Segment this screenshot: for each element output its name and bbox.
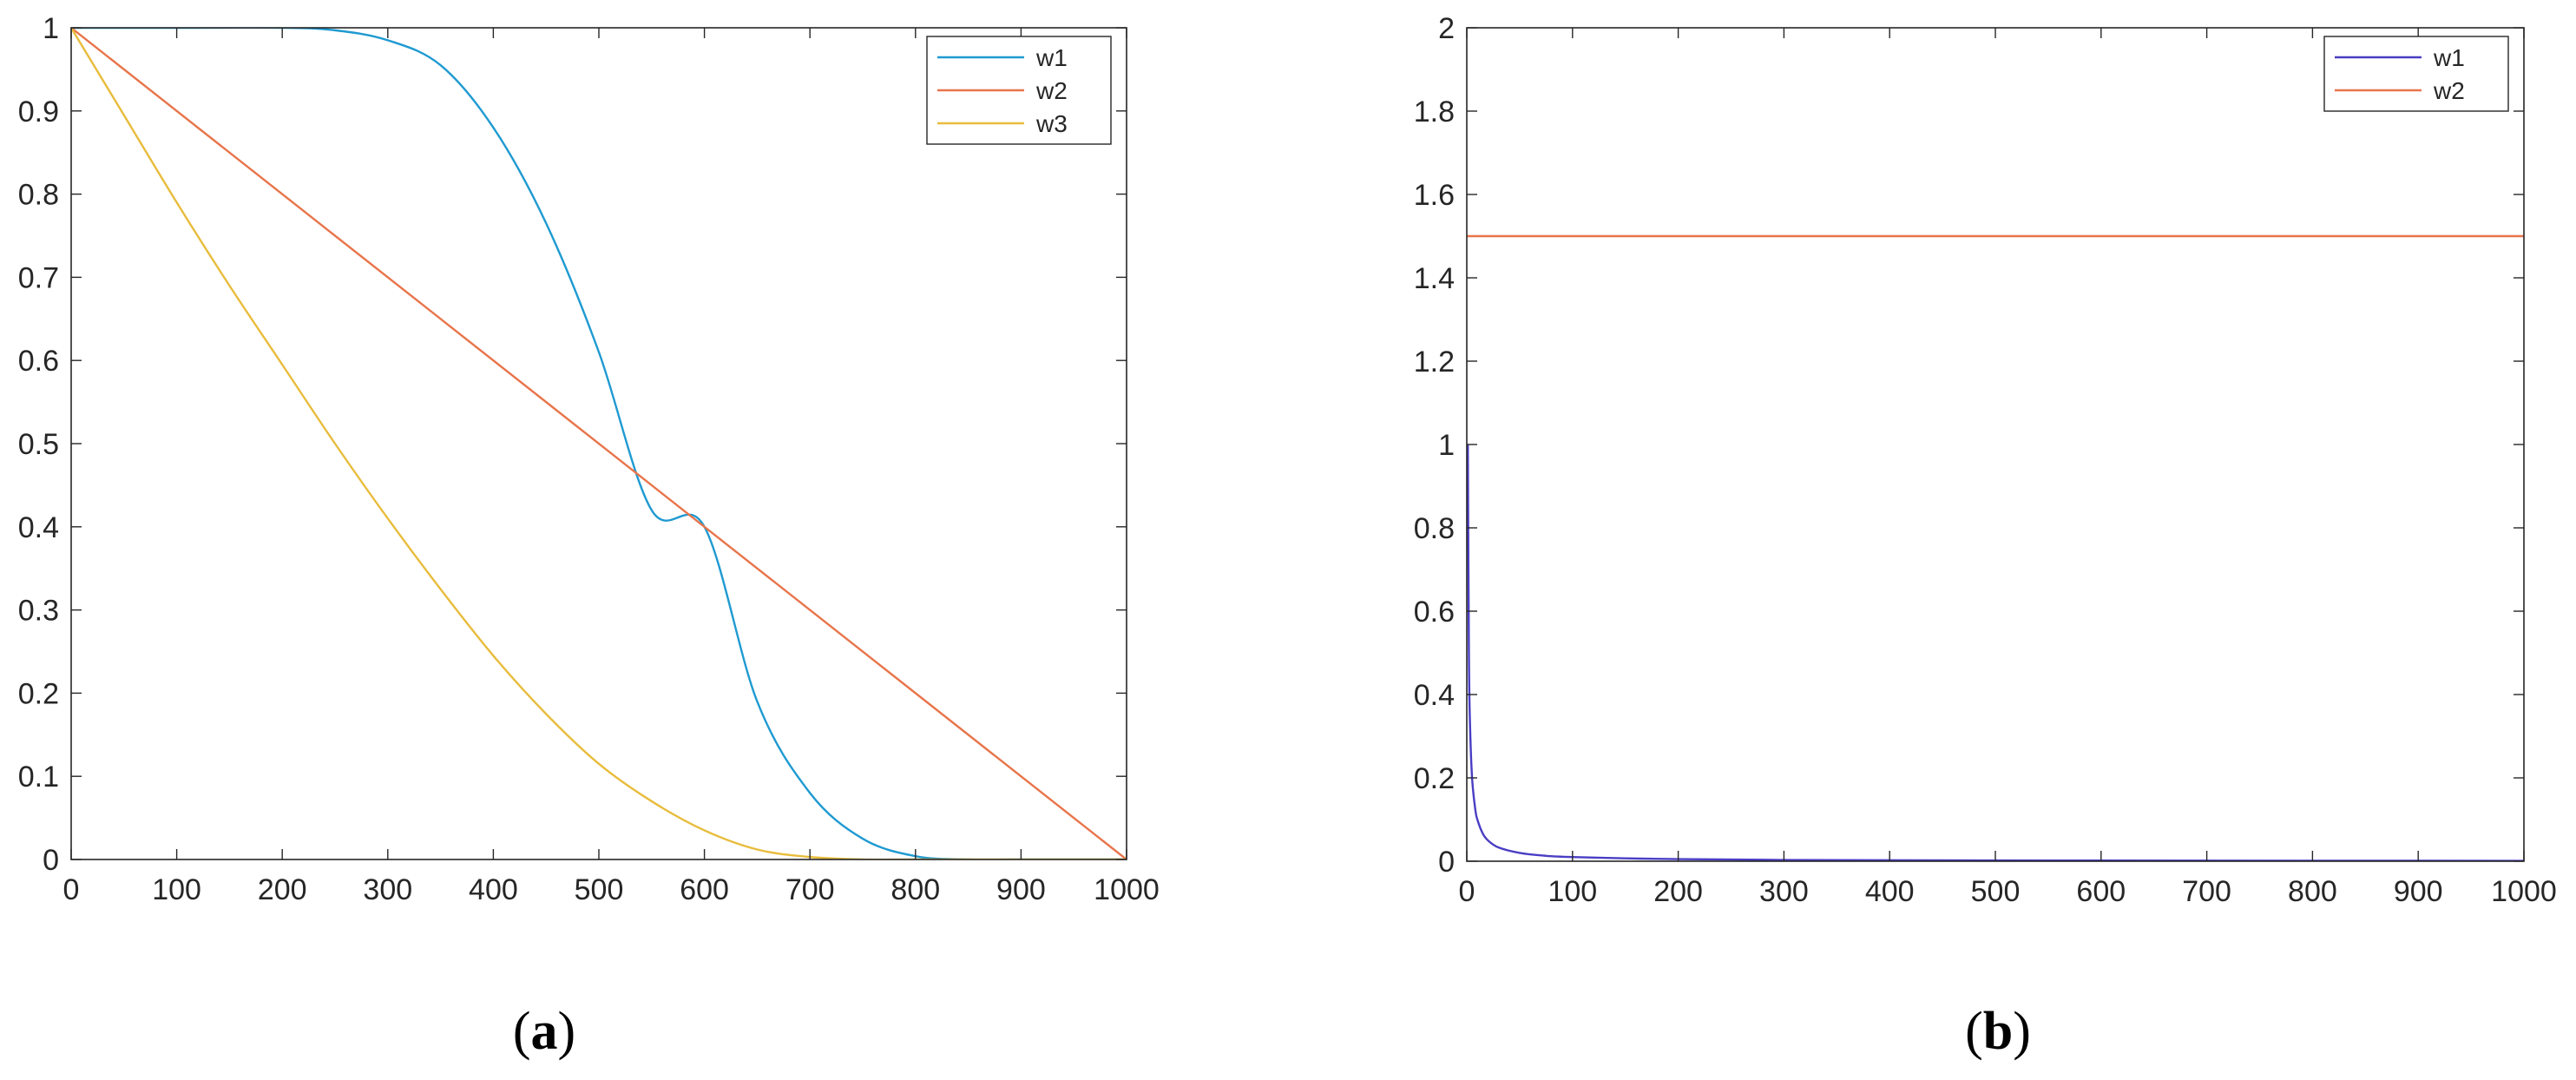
series-group	[71, 28, 1127, 859]
panel-label-open-paren: (	[513, 1002, 531, 1061]
legend-label-w2: w2	[2433, 77, 2465, 104]
chart-panel-b: 0 100 200 300 400 500 600 700 800 900 1000 0 0.2 0.4 0…	[1414, 12, 2557, 1061]
y-tick-label: 0.7	[18, 261, 59, 294]
y-tick-label: 0.6	[1414, 596, 1455, 629]
series-group	[1467, 234, 2524, 861]
y-tick-label: 0.8	[1414, 512, 1455, 545]
series-line-w1	[1467, 444, 2524, 861]
y-tick-label: 1.4	[1414, 262, 1455, 295]
x-tick-label: 500	[1971, 875, 2021, 908]
x-tick-label: 0	[1459, 875, 1475, 908]
panel-label: (b)	[1965, 1002, 2031, 1061]
panel-label-letter: a	[531, 1002, 558, 1061]
x-tick-label: 300	[363, 873, 412, 906]
y-tick-label: 0.4	[1414, 679, 1455, 712]
y-tick-label: 0.9	[18, 95, 59, 128]
series-line-w3	[71, 28, 1127, 859]
x-tick-label: 600	[2076, 875, 2126, 908]
y-tick-label: 0.6	[18, 345, 59, 378]
legend-label-w1: w1	[1035, 44, 1068, 71]
x-tick-label: 200	[258, 873, 307, 906]
y-tick-label: 1	[1438, 429, 1455, 462]
x-tick-label: 300	[1759, 875, 1809, 908]
y-tick-label: 1.8	[1414, 95, 1455, 128]
x-tick-label: 900	[996, 873, 1046, 906]
legend: w1 w2 w3	[926, 36, 1112, 145]
x-tick-label: 900	[2394, 875, 2443, 908]
x-tick-label: 100	[1548, 875, 1597, 908]
x-tick-label: 1000	[2491, 875, 2557, 908]
panel-label-close-paren: )	[2013, 1002, 2031, 1061]
x-tick-label: 0	[63, 873, 80, 906]
chart-panel-a: 0 100 200 300 400 500 600 700 800 900 1000 0 0.1 0.2 0…	[18, 12, 1160, 1061]
x-tick-label: 800	[2288, 875, 2337, 908]
y-tick-label: 1.2	[1414, 346, 1455, 379]
legend-box	[2323, 36, 2509, 112]
y-tick-label: 2	[1438, 12, 1455, 45]
x-tick-label: 200	[1653, 875, 1703, 908]
panel-label: (a)	[513, 1002, 575, 1061]
y-tick-label: 0.2	[18, 677, 59, 710]
series-line-w1	[71, 28, 1127, 859]
y-tick-label: 1.6	[1414, 179, 1455, 212]
y-tick-label: 0	[43, 844, 59, 877]
y-tick-label: 0	[1438, 846, 1455, 879]
series-line-w2	[71, 28, 1127, 859]
x-tick-label: 500	[575, 873, 624, 906]
plot-area	[1467, 28, 2524, 861]
y-tick-label: 0.4	[18, 511, 59, 544]
x-tick-label: 700	[785, 873, 835, 906]
y-tick-label: 0.5	[18, 428, 59, 461]
y-tick-label: 0.8	[18, 179, 59, 212]
panel-label-letter: b	[1983, 1002, 2013, 1061]
x-tick-label: 400	[1865, 875, 1915, 908]
x-tick-label: 800	[890, 873, 940, 906]
x-tick-label: 400	[469, 873, 518, 906]
y-tick-label: 0.1	[18, 761, 59, 794]
panel-label-close-paren: )	[558, 1002, 576, 1061]
y-tick-label: 1	[43, 12, 59, 45]
y-tick-label: 0.3	[18, 595, 59, 628]
x-tick-label: 100	[152, 873, 201, 906]
x-tick-label: 700	[2182, 875, 2231, 908]
legend-label-w2: w2	[1035, 77, 1068, 104]
x-tick-label: 1000	[1094, 873, 1160, 906]
y-tick-label: 0.2	[1414, 762, 1455, 795]
panel-label-open-paren: (	[1965, 1002, 1983, 1061]
legend-label-w3: w3	[1035, 110, 1068, 137]
legend-label-w1: w1	[2433, 44, 2465, 71]
x-tick-label: 600	[680, 873, 729, 906]
